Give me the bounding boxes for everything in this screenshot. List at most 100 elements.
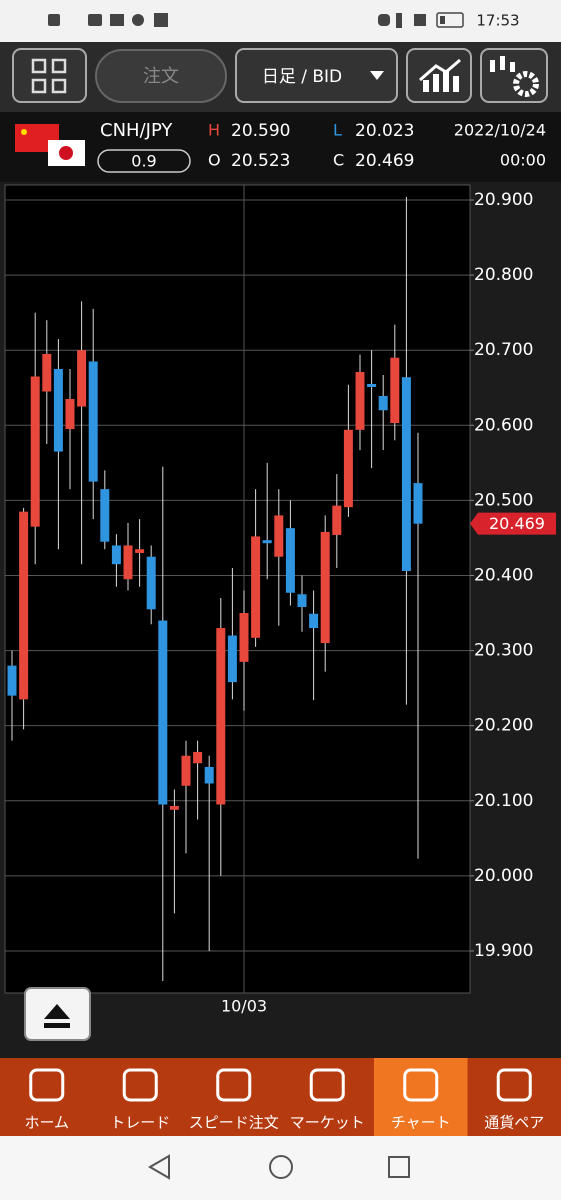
order-button[interactable]: 注文 — [95, 49, 227, 103]
candle-body — [367, 383, 377, 387]
y-tick-label: 20.200 — [474, 716, 533, 736]
nav-item[interactable]: マーケット — [290, 1068, 365, 1132]
candle-body — [158, 620, 168, 805]
grid — [5, 185, 474, 993]
x-tick-label: 10/03 — [221, 997, 267, 1016]
y-tick-label: 20.800 — [474, 265, 533, 285]
candle-body — [297, 594, 307, 608]
nav-item[interactable]: スピード注文 — [189, 1068, 279, 1132]
last-price-tag — [470, 512, 556, 535]
order-label: 注文 — [143, 66, 179, 87]
indicator-button[interactable] — [406, 48, 472, 103]
candle-body — [53, 368, 63, 452]
nav-label: トレード — [110, 1114, 170, 1132]
menu-button[interactable] — [12, 48, 87, 103]
candle-body — [88, 361, 98, 482]
recent-button[interactable] — [388, 1156, 410, 1178]
nav-icon — [309, 1068, 345, 1102]
candle-body — [100, 489, 110, 542]
candle-body — [7, 665, 17, 696]
nav-label: 通貨ペア — [484, 1114, 544, 1132]
status-icons — [48, 12, 464, 28]
pair-name: CNH/JPY — [100, 120, 173, 141]
back-button[interactable] — [148, 1154, 170, 1180]
nav-icon — [122, 1068, 158, 1102]
nav-icon — [496, 1068, 532, 1102]
candle-body — [65, 399, 75, 430]
y-tick-label: 20.900 — [474, 190, 533, 210]
candle-body — [309, 613, 319, 629]
candle-body — [30, 376, 40, 527]
candle-body — [77, 350, 87, 407]
candle-body — [413, 483, 423, 524]
nav-item[interactable]: トレード — [110, 1068, 170, 1132]
nav-item[interactable]: チャート — [391, 1068, 451, 1132]
nav-label: スピード注文 — [189, 1114, 279, 1132]
y-tick-label: 20.500 — [474, 490, 533, 510]
y-tick-label: 20.000 — [474, 866, 533, 886]
candle-body — [343, 429, 353, 508]
period-select[interactable]: 日足 / BID — [235, 48, 398, 103]
nav-label: マーケット — [290, 1114, 365, 1132]
candle-body — [239, 613, 249, 662]
nav-label: ホーム — [24, 1114, 69, 1132]
candle-body — [262, 540, 272, 544]
candle-body — [285, 528, 295, 593]
y-tick-label: 20.600 — [474, 415, 533, 435]
open-value: 20.523 — [231, 151, 290, 171]
plot-area — [4, 184, 471, 994]
nav-label: チャート — [391, 1114, 451, 1132]
y-tick-label: 20.300 — [474, 641, 533, 661]
y-tick-label: 20.100 — [474, 791, 533, 811]
collapse-button[interactable] — [24, 987, 91, 1041]
spread-box — [97, 149, 191, 173]
candle-body — [135, 549, 145, 553]
system-nav — [0, 1136, 561, 1200]
low-label: L — [333, 121, 342, 140]
nav-items: ホーム トレード スピード注文 マーケット チャート 通貨ペア — [24, 1068, 544, 1132]
candle-body — [19, 511, 29, 700]
candles — [7, 197, 423, 981]
candle-body — [123, 545, 133, 580]
home-button[interactable] — [269, 1155, 293, 1179]
candle-body — [169, 806, 179, 810]
close-value: 20.469 — [355, 151, 414, 171]
open-label: O — [208, 151, 221, 170]
candle-body — [181, 755, 191, 786]
candle-body — [332, 505, 342, 535]
candle-body — [274, 515, 284, 557]
status-time: 17:53 — [476, 12, 519, 30]
candle-body — [390, 357, 400, 424]
candle-body — [216, 628, 226, 805]
nav-icon — [216, 1068, 252, 1102]
nav-icon — [403, 1068, 439, 1102]
candle-body — [401, 377, 411, 571]
spread: 0.9 — [131, 152, 156, 171]
candle-body — [378, 396, 388, 411]
candle-body — [251, 536, 261, 638]
candle-body — [42, 353, 52, 392]
date: 2022/10/24 — [454, 121, 546, 140]
high-label: H — [208, 121, 220, 140]
high-value: 20.590 — [231, 121, 290, 141]
candle-body — [320, 531, 330, 644]
flags — [15, 124, 85, 166]
settings-button[interactable] — [480, 48, 548, 103]
y-tick-label: 20.700 — [474, 340, 533, 360]
period-label: 日足 / BID — [262, 67, 342, 87]
nav-item[interactable]: ホーム — [24, 1068, 69, 1132]
candle-body — [111, 545, 121, 565]
time: 00:00 — [500, 151, 546, 170]
low-value: 20.023 — [355, 121, 414, 141]
info-row — [0, 112, 561, 182]
candle-body — [146, 556, 156, 610]
nav-item[interactable]: 通貨ペア — [484, 1068, 544, 1132]
candle-body — [204, 766, 214, 784]
y-tick-label: 20.400 — [474, 565, 533, 585]
candle-body — [355, 371, 365, 430]
nav-icon — [29, 1068, 65, 1102]
last-price-label: 20.469 — [489, 514, 545, 533]
y-tick-label: 19.900 — [474, 941, 533, 961]
